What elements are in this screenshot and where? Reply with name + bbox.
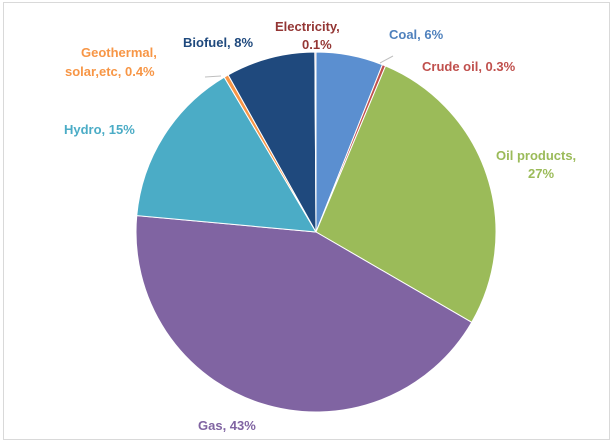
- pie-slice-biofuel: [227, 51, 317, 233]
- pie-slice-hydro: [136, 76, 317, 233]
- label-electricity: Electricity,: [275, 19, 340, 34]
- label-geothermal: Geothermal,: [81, 45, 157, 60]
- slice-labels: Coal, 6% Crude oil, 0.3% Oil products, 2…: [64, 19, 576, 433]
- label-hydro: Hydro, 15%: [64, 122, 135, 137]
- pie-slices: [135, 51, 497, 413]
- label-crude-oil: Crude oil, 0.3%: [422, 59, 516, 74]
- label-biofuel: Biofuel, 8%: [183, 35, 254, 50]
- label-coal: Coal, 6%: [389, 27, 444, 42]
- label-geothermal-line2: solar,etc, 0.4%: [65, 64, 155, 79]
- leader-geothermal: [204, 75, 222, 78]
- pie-slice-electricity: [314, 51, 317, 233]
- leader-crude-oil: [379, 55, 394, 64]
- label-gas: Gas, 43%: [198, 418, 256, 433]
- label-oil-products-value: 27%: [528, 166, 554, 181]
- pie-slice-gas: [135, 215, 473, 413]
- label-oil-products: Oil products,: [496, 148, 576, 163]
- pie-slice-oil-products: [315, 65, 497, 324]
- label-electricity-value: 0.1%: [302, 37, 332, 52]
